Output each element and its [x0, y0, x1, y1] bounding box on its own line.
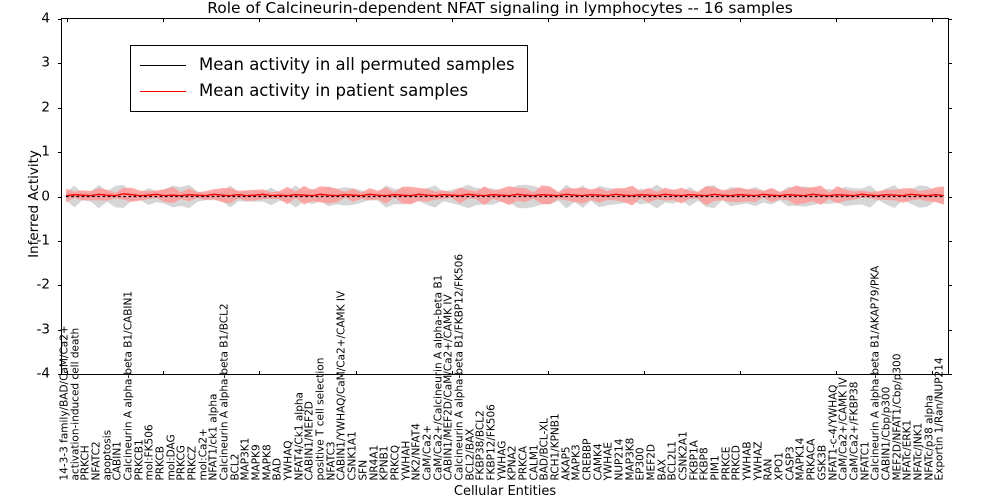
x-tick-mark [163, 371, 165, 375]
y-tick-mark [58, 196, 62, 198]
x-tick-label: Calcineurin A alpha-beta B1/FKBP12/FK506 [453, 253, 466, 480]
x-tick-label: Calcineurin A alpha-beta B1/CABIN1 [122, 290, 135, 480]
x-tick-mark [931, 371, 933, 375]
y-tick-mark [58, 152, 62, 154]
x-tick-mark [739, 18, 741, 22]
x-tick-label: FKBP12/FK506 [485, 403, 498, 480]
y-tick-label: 3 [41, 54, 50, 71]
x-tick-mark [67, 18, 69, 22]
x-tick-label: 14-3-3 family/BAD/CaM/Ca2+ [58, 324, 71, 480]
x-tick-mark [643, 371, 645, 375]
x-tick-label: SFN [357, 459, 370, 480]
x-tick-label: GSK3B [816, 444, 829, 480]
x-tick-label: PRKCB [154, 445, 167, 480]
x-tick-label: RCH1/KPNB1 [549, 412, 562, 480]
x-tick-mark [547, 371, 549, 375]
x-tick-label: PRKCA [517, 445, 530, 480]
x-tick-label: PRKCZ [186, 445, 199, 480]
x-tick-mark [163, 18, 165, 22]
x-tick-mark [739, 371, 741, 375]
x-tick-mark [547, 18, 549, 22]
legend-label-permuted: Mean activity in all permuted samples [199, 55, 515, 74]
y-tick-mark [58, 374, 62, 375]
x-tick-label: CABIN1/Cbp/p300 [880, 386, 893, 480]
y-tick-mark [58, 240, 62, 242]
legend-swatch-patient [140, 90, 186, 92]
y-tick-label: -1 [36, 232, 50, 249]
x-tick-mark [67, 371, 69, 375]
x-tick-label: NUP214 [613, 438, 626, 480]
y-tick-mark [948, 374, 952, 375]
y-tick-label: 1 [41, 143, 50, 160]
y-tick-mark [948, 329, 952, 331]
legend-entry: Mean activity in patient samples [140, 78, 515, 104]
y-tick-label: -3 [36, 320, 50, 337]
x-tick-label: CSNK2A1 [677, 430, 690, 480]
y-tick-mark [58, 19, 62, 20]
legend-swatch-permuted [140, 64, 186, 66]
y-tick-mark [58, 329, 62, 331]
x-tick-label: Calcineurin A alpha-beta B1/BCL2 [218, 302, 231, 480]
x-tick-mark [451, 18, 453, 22]
x-tick-mark [451, 371, 453, 375]
x-tick-label: PRKCQ [389, 444, 402, 480]
x-tick-label: CaM/Ca2+ [421, 424, 434, 480]
y-tick-mark [948, 107, 952, 109]
x-tick-mark [259, 371, 261, 375]
plot-series-layer [66, 184, 944, 209]
x-tick-mark [835, 18, 837, 22]
legend: Mean activity in all permuted samples Me… [130, 45, 528, 112]
y-tick-label: 4 [41, 10, 50, 27]
y-tick-mark [58, 285, 62, 287]
y-tick-mark [948, 196, 952, 198]
legend-label-patient: Mean activity in patient samples [199, 81, 469, 100]
x-tick-mark [259, 18, 261, 22]
plot-area: Mean activity in all permuted samples Me… [58, 18, 952, 375]
x-axis-tick-labels: 14-3-3 family/BAD/CaM/Ca2+ activation-ind… [58, 253, 949, 481]
y-tick-mark [948, 152, 952, 154]
y-tick-label: 2 [41, 99, 50, 115]
x-axis-label: Cellular Entities [453, 484, 557, 499]
x-tick-mark [931, 18, 933, 22]
x-tick-mark [355, 371, 357, 375]
x-tick-label: CREBBP [581, 438, 594, 480]
x-tick-label: NFATC2 [90, 440, 103, 480]
x-tick-label: Exportin 1/Ran/NUP214 [933, 356, 946, 480]
y-tick-label: -4 [36, 365, 50, 382]
patient-mean-line [66, 193, 944, 197]
x-tick-mark [835, 371, 837, 375]
y-tick-mark [58, 63, 62, 65]
x-tick-label: MAPK9 [250, 443, 263, 480]
y-tick-label: -2 [36, 276, 50, 293]
x-tick-label: MEF2D [645, 443, 658, 481]
legend-entry: Mean activity in all permuted samples [140, 52, 515, 78]
y-tick-label: 0 [41, 187, 50, 204]
y-tick-mark [948, 285, 952, 287]
y-axis-tick-labels: -4 -3 -2 -1 0 1 2 3 4 [0, 12, 58, 380]
y-tick-mark [948, 63, 952, 65]
y-tick-mark [948, 240, 952, 242]
x-tick-mark [355, 18, 357, 22]
chart-title: Role of Calcineurin-dependent NFAT signa… [207, 0, 793, 17]
x-tick-label: NFATc/JNK1 [912, 422, 925, 480]
y-tick-mark [58, 107, 62, 109]
y-tick-mark [948, 19, 952, 20]
x-tick-mark [643, 18, 645, 22]
x-tick-label: CaM/Ca2+/FKBP38 [848, 381, 861, 480]
